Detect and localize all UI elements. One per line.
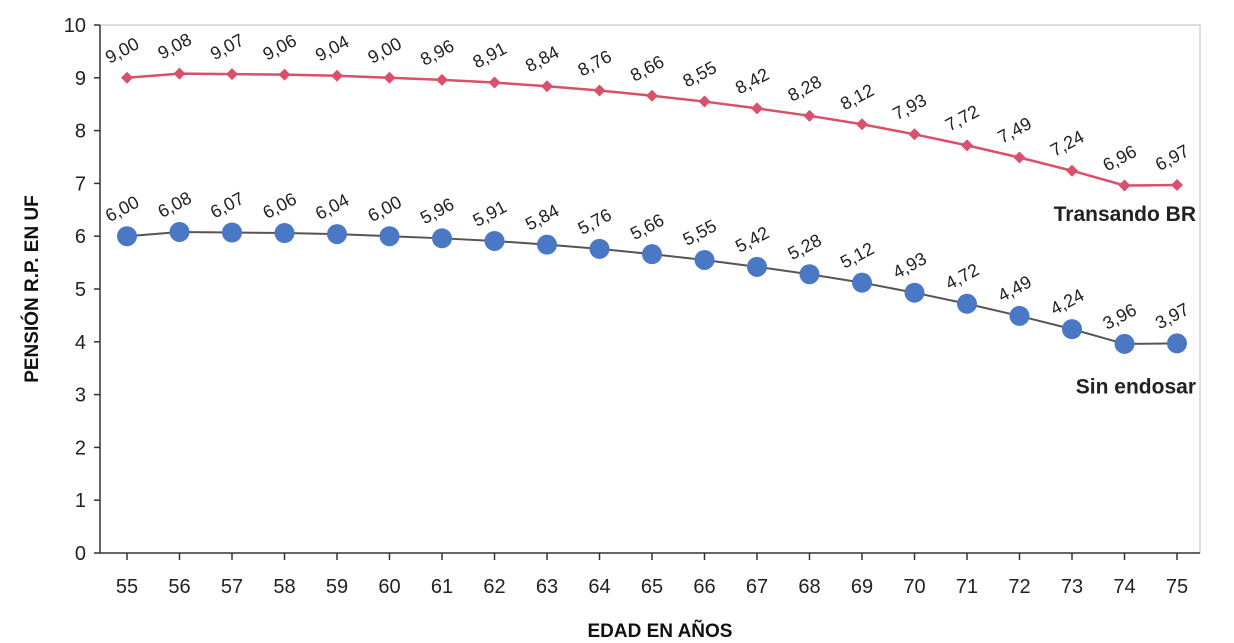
y-axis-title: PENSIÓN R.P. EN UF bbox=[21, 195, 43, 383]
x-tick-label-73: 73 bbox=[1061, 576, 1083, 598]
y-tick-label-8: 8 bbox=[75, 121, 86, 143]
point-transando-br-69 bbox=[856, 118, 868, 131]
point-sin-endosar-57 bbox=[222, 222, 242, 243]
plot-area bbox=[99, 24, 1201, 554]
point-sin-endosar-72 bbox=[1009, 305, 1030, 326]
x-tick-label-62: 62 bbox=[483, 576, 505, 598]
point-transando-br-60 bbox=[383, 71, 396, 84]
x-tick-label-66: 66 bbox=[693, 576, 715, 598]
point-transando-br-55 bbox=[121, 71, 133, 84]
x-tick-label-71: 71 bbox=[956, 576, 978, 598]
x-tick-label-75: 75 bbox=[1166, 576, 1188, 598]
x-tick-label-60: 60 bbox=[378, 576, 400, 598]
point-transando-br-65 bbox=[646, 89, 658, 102]
x-tick-label-64: 64 bbox=[588, 576, 610, 598]
point-transando-br-68 bbox=[803, 109, 816, 122]
point-transando-br-70 bbox=[908, 128, 921, 141]
point-transando-br-72 bbox=[1013, 151, 1026, 164]
point-sin-endosar-71 bbox=[957, 293, 977, 314]
x-tick-label-63: 63 bbox=[536, 576, 558, 598]
point-transando-br-61 bbox=[436, 73, 448, 86]
point-sin-endosar-70 bbox=[904, 282, 925, 303]
x-tick-label-67: 67 bbox=[746, 576, 768, 598]
point-transando-br-63 bbox=[541, 80, 553, 93]
point-sin-endosar-64 bbox=[589, 238, 610, 259]
point-transando-br-74 bbox=[1118, 179, 1131, 192]
series-name-sin-endosar: Sin endosar bbox=[1076, 375, 1196, 398]
point-sin-endosar-61 bbox=[432, 228, 452, 249]
point-sin-endosar-62 bbox=[484, 230, 505, 251]
series-name-transando-br: Transando BR bbox=[1054, 203, 1196, 226]
point-transando-br-64 bbox=[593, 84, 606, 97]
x-tick-label-72: 72 bbox=[1008, 576, 1030, 598]
point-sin-endosar-75 bbox=[1167, 333, 1187, 354]
point-sin-endosar-63 bbox=[537, 234, 557, 255]
x-tick-label-58: 58 bbox=[273, 576, 295, 598]
point-transando-br-58 bbox=[278, 68, 291, 81]
point-transando-br-67 bbox=[751, 102, 763, 115]
y-tick-label-0: 0 bbox=[75, 543, 86, 565]
point-sin-endosar-56 bbox=[169, 221, 190, 242]
point-transando-br-73 bbox=[1066, 164, 1078, 177]
point-sin-endosar-59 bbox=[327, 224, 347, 245]
y-tick-label-1: 1 bbox=[75, 490, 86, 512]
x-tick-label-61: 61 bbox=[431, 576, 453, 598]
x-tick-label-55: 55 bbox=[116, 576, 138, 598]
point-sin-endosar-58 bbox=[274, 223, 295, 244]
y-tick-label-3: 3 bbox=[75, 385, 86, 407]
point-sin-endosar-69 bbox=[852, 272, 872, 293]
point-sin-endosar-73 bbox=[1062, 319, 1082, 340]
point-sin-endosar-55 bbox=[117, 226, 137, 247]
point-sin-endosar-65 bbox=[642, 244, 662, 265]
point-sin-endosar-60 bbox=[379, 226, 400, 247]
point-sin-endosar-74 bbox=[1114, 333, 1135, 354]
point-transando-br-75 bbox=[1171, 178, 1183, 191]
x-tick-label-59: 59 bbox=[326, 576, 348, 598]
y-tick-label-4: 4 bbox=[75, 332, 86, 354]
y-tick-label-6: 6 bbox=[75, 226, 86, 248]
y-tick-label-7: 7 bbox=[75, 173, 86, 195]
point-sin-endosar-66 bbox=[694, 249, 715, 270]
point-transando-br-71 bbox=[961, 139, 973, 152]
x-tick-label-70: 70 bbox=[903, 576, 925, 598]
x-tick-label-68: 68 bbox=[798, 576, 820, 598]
y-tick-label-10: 10 bbox=[64, 15, 86, 37]
y-tick-label-9: 9 bbox=[75, 68, 86, 90]
x-tick-label-56: 56 bbox=[168, 576, 190, 598]
x-tick-label-57: 57 bbox=[221, 576, 243, 598]
x-tick-label-69: 69 bbox=[851, 576, 873, 598]
point-transando-br-62 bbox=[488, 76, 501, 89]
point-transando-br-59 bbox=[331, 69, 343, 82]
y-tick-label-2: 2 bbox=[75, 437, 86, 459]
y-tick-label-5: 5 bbox=[75, 279, 86, 301]
x-tick-label-74: 74 bbox=[1113, 576, 1135, 598]
point-sin-endosar-67 bbox=[747, 256, 767, 277]
point-transando-br-57 bbox=[226, 68, 238, 81]
point-sin-endosar-68 bbox=[799, 264, 820, 285]
point-transando-br-56 bbox=[173, 67, 186, 80]
x-tick-label-65: 65 bbox=[641, 576, 663, 598]
x-axis-title: EDAD EN AÑOS bbox=[588, 620, 733, 642]
point-transando-br-66 bbox=[698, 95, 711, 108]
